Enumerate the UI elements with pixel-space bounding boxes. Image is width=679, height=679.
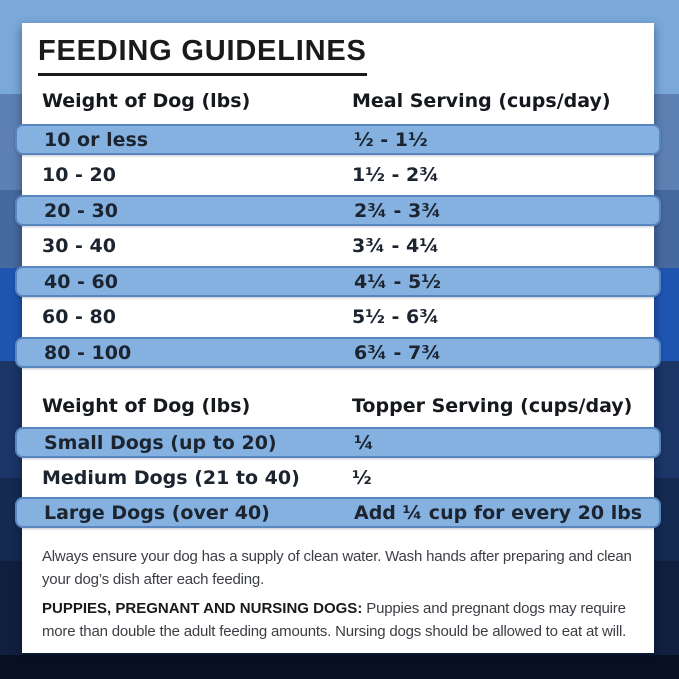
- table-row: 60 - 80 5½ - 6¾: [15, 301, 661, 332]
- weight-cell: Small Dogs (up to 20): [44, 431, 277, 454]
- column-header-weight: Weight of Dog (lbs): [42, 90, 251, 112]
- serving-cell: 5½ - 6¾: [352, 305, 439, 328]
- weight-cell: 10 - 20: [42, 163, 116, 186]
- weight-cell: 30 - 40: [42, 234, 116, 257]
- table-row: Medium Dogs (21 to 40) ½: [15, 462, 661, 493]
- meal-table-header: Weight of Dog (lbs) Meal Serving (cups/d…: [0, 90, 679, 114]
- topper-table-header: Weight of Dog (lbs) Topper Serving (cups…: [0, 395, 679, 419]
- table-row: 80 - 100 6¾ - 7¾: [15, 337, 661, 368]
- column-header-topper-serving: Topper Serving (cups/day): [352, 395, 633, 417]
- weight-cell: Medium Dogs (21 to 40): [42, 466, 300, 489]
- table-row: 10 or less ½ - 1½: [15, 124, 661, 155]
- table-row: 20 - 30 2¾ - 3¾: [15, 195, 661, 226]
- serving-cell: 6¾ - 7¾: [354, 341, 441, 364]
- weight-cell: 60 - 80: [42, 305, 116, 328]
- column-header-meal-serving: Meal Serving (cups/day): [352, 90, 611, 112]
- table-row: 30 - 40 3¾ - 4¼: [15, 230, 661, 261]
- table-row: 40 - 60 4¼ - 5½: [15, 266, 661, 297]
- table-row: Large Dogs (over 40) Add ¼ cup for every…: [15, 497, 661, 528]
- serving-cell: Add ¼ cup for every 20 lbs: [354, 501, 643, 524]
- weight-cell: 80 - 100: [44, 341, 132, 364]
- serving-cell: ¼: [354, 431, 374, 454]
- serving-cell: 4¼ - 5½: [354, 270, 441, 293]
- weight-cell: Large Dogs (over 40): [44, 501, 270, 524]
- serving-cell: ½ - 1½: [354, 128, 428, 151]
- serving-cell: 3¾ - 4¼: [352, 234, 439, 257]
- weight-cell: 20 - 30: [44, 199, 118, 222]
- serving-cell: 2¾ - 3¾: [354, 199, 441, 222]
- puppies-note-text: Puppies and pregnant dogs may require mo…: [42, 600, 627, 640]
- puppies-note: PUPPIES, PREGNANT AND NURSING DOGS: Pupp…: [42, 598, 650, 643]
- table-row: Small Dogs (up to 20) ¼: [15, 427, 661, 458]
- puppies-note-label: PUPPIES, PREGNANT AND NURSING DOGS:: [42, 600, 363, 617]
- weight-cell: 10 or less: [44, 128, 149, 151]
- background-band: [0, 655, 679, 679]
- weight-cell: 40 - 60: [44, 270, 118, 293]
- clean-water-note: Always ensure your dog has a supply of c…: [42, 548, 632, 588]
- column-header-weight: Weight of Dog (lbs): [42, 395, 251, 417]
- serving-cell: 1½ - 2¾: [352, 163, 439, 186]
- page-title: FEEDING GUIDELINES: [38, 36, 367, 77]
- table-row: 10 - 20 1½ - 2¾: [15, 159, 661, 190]
- serving-cell: ½: [352, 466, 372, 489]
